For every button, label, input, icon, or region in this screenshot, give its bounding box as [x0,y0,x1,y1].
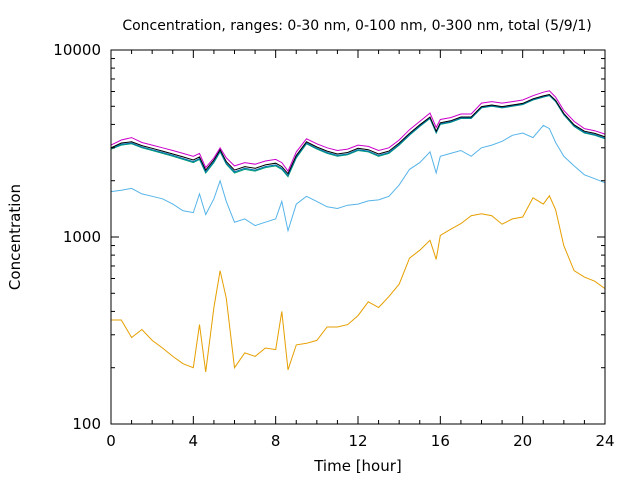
x-tick-label: 20 [513,432,532,450]
x-axis-label: Time [hour] [313,457,402,475]
y-tick-label: 100 [72,415,101,433]
ticks-group: 0 4 8 12 16 20 24 100 1000 10000 [53,41,614,450]
x-tick-label: 16 [431,432,450,450]
plot-frame [110,49,606,425]
x-tick-label: 0 [106,432,116,450]
x-tick-label: 12 [348,432,367,450]
x-tick-label: 4 [189,432,199,450]
series-line-5 [110,93,606,175]
x-tick-label: 24 [595,432,614,450]
series-line-6 [110,90,606,173]
x-tick-label: 8 [271,432,281,450]
series-group [110,90,606,372]
y-tick-label: 10000 [53,41,101,59]
y-axis-label: Concentration [6,184,24,290]
series-line-4 [110,94,606,177]
chart-title: Concentration, ranges: 0-30 nm, 0-100 nm… [122,18,591,34]
series-line-2 [110,124,606,233]
y-tick-label: 1000 [63,228,101,246]
series-line-1 [111,194,606,372]
